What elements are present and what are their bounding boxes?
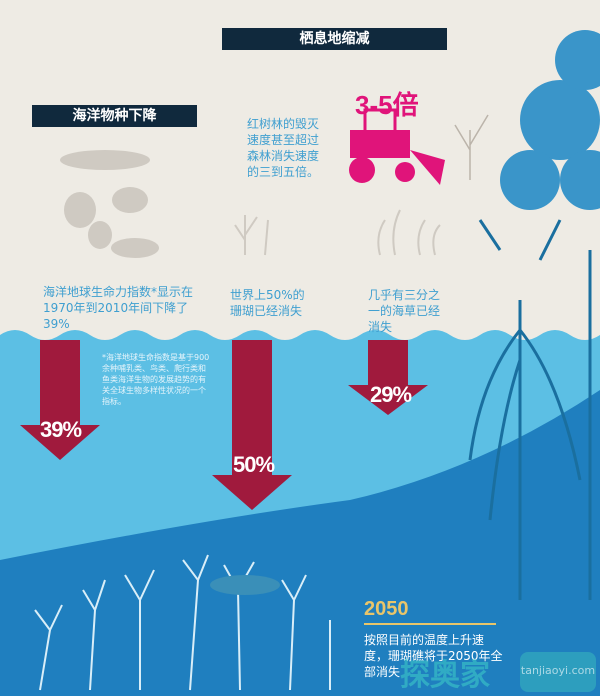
living-index-footnote: *海洋地球生命指数是基于900余种哺乳类、鸟类、爬行类和鱼类海洋生物的发展趋势的… [102,353,210,406]
turtle-silhouette [210,575,280,595]
seagrass-icon [377,209,441,256]
animal-silhouettes [60,150,159,258]
deep-water [0,390,600,696]
watermark-url: tanjiaoyi.com [520,652,596,692]
forecast-text: 按照目前的温度上升速度，珊瑚礁将于2050年全部消失 [364,633,503,679]
mangrove-multiplier: 3-5倍 [355,90,419,120]
bird-icon [64,192,96,228]
habitat-title: 栖息地缩减 [222,28,447,50]
down-arrow-39 [20,340,100,460]
whale-icon [60,150,150,170]
fish-icon [111,238,159,258]
mangrove-foliage [500,30,600,210]
seagrass-text: 几乎有三分之一的海草已经消失 [368,288,441,334]
percent-39: 39% [40,417,82,442]
watermark-cn: 探奥家 [400,658,490,693]
down-arrow-50 [212,340,292,510]
marine-species-title: 海洋物种下降 [32,105,197,127]
percent-50: 50% [233,452,275,477]
percent-29: 29% [370,382,412,407]
pelican-icon [88,221,112,249]
coral-text: 世界上50%的珊瑚已经消失 [230,288,305,318]
turtle-icon [112,187,148,213]
coral-icon [234,215,269,256]
forecast-year: 2050 [364,598,409,620]
tractor-icon [349,108,445,185]
mangrove-illustration [468,219,592,600]
bare-tree-icon [454,114,489,180]
down-arrow-29 [348,340,428,415]
mangrove-text: 红树林的毁灭速度甚至超过森林消失速度的三到五倍。 [247,117,320,179]
living-index-text: 海洋地球生命力指数*显示在1970年到2010年间下降了39% [43,285,194,331]
forecast-divider [364,623,496,625]
